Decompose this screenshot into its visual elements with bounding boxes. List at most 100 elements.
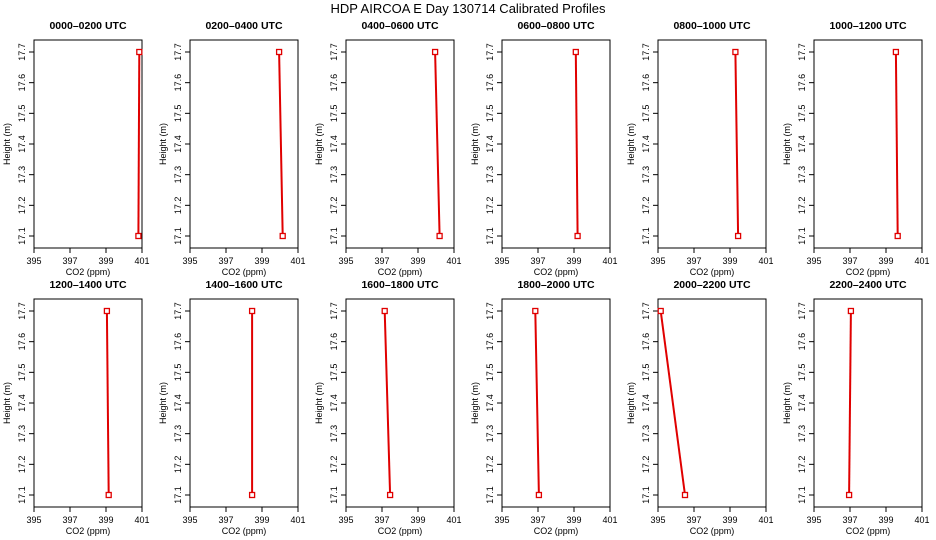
y-tick-label: 17.6	[17, 333, 27, 351]
y-tick-label: 17.1	[329, 227, 339, 245]
y-tick-label: 17.3	[797, 425, 807, 443]
x-tick-label: 399	[410, 256, 425, 266]
y-tick-label: 17.2	[17, 456, 27, 474]
y-axis-label: Height (m)	[782, 123, 792, 165]
y-tick-label: 17.3	[641, 166, 651, 184]
panel-12: 2200–2400 UTC 395 397 399 401 CO2 (ppm) 17.1 17…	[782, 279, 930, 536]
y-tick-label: 17.5	[173, 364, 183, 382]
y-tick-label: 17.6	[485, 333, 495, 351]
y-tick-label: 17.3	[641, 425, 651, 443]
x-tick-label: 395	[338, 256, 353, 266]
y-tick-label: 17.3	[329, 166, 339, 184]
x-tick-label: 397	[530, 515, 545, 525]
y-tick-label: 17.2	[485, 197, 495, 215]
profile-point	[103, 307, 111, 315]
profile-point	[845, 491, 853, 499]
y-tick-label: 17.2	[797, 456, 807, 474]
y-tick-label: 17.1	[641, 227, 651, 245]
plot-frame	[189, 298, 299, 508]
panel-title: 1000–1200 UTC	[829, 20, 906, 32]
x-tick-label: 395	[494, 515, 509, 525]
y-tick-label: 17.7	[173, 43, 183, 61]
y-tick-label: 17.4	[329, 135, 339, 153]
y-tick-label: 17.3	[17, 166, 27, 184]
x-tick-label: 395	[26, 256, 41, 266]
x-tick-label: 399	[410, 515, 425, 525]
y-tick-label: 17.2	[641, 197, 651, 215]
y-tick-label: 17.3	[797, 166, 807, 184]
profile-point	[532, 307, 539, 315]
panel-1: 0000–0200 UTC 395 397 399 401 CO2 (ppm) 17.1 17…	[2, 20, 150, 277]
y-tick-label: 17.7	[485, 43, 495, 61]
panel-title: 0800–1000 UTC	[673, 20, 750, 32]
profile-point	[892, 48, 900, 56]
x-tick-label: 399	[566, 515, 581, 525]
panel-6: 1000–1200 UTC 395 397 399 401 CO2 (ppm) 17.1 17…	[782, 20, 930, 277]
y-tick-label: 17.7	[17, 43, 27, 61]
y-tick-label: 17.3	[173, 166, 183, 184]
profile-point	[847, 307, 855, 315]
x-tick-label: 399	[722, 515, 737, 525]
x-tick-label: 399	[98, 515, 113, 525]
x-tick-label: 395	[806, 256, 821, 266]
profile-point	[681, 491, 689, 499]
panel-title: 1800–2000 UTC	[517, 279, 594, 291]
y-tick-label: 17.4	[17, 135, 27, 153]
y-tick-label: 17.6	[797, 333, 807, 351]
x-tick-label: 397	[218, 515, 233, 525]
y-tick-label: 17.4	[485, 394, 495, 412]
y-tick-label: 17.5	[797, 105, 807, 123]
panel-title: 0200–0400 UTC	[205, 20, 282, 32]
y-tick-label: 17.2	[329, 197, 339, 215]
y-axis-label: Height (m)	[314, 382, 324, 424]
profile-line	[848, 310, 852, 496]
y-tick-label: 17.6	[173, 333, 183, 351]
profile-point	[248, 491, 256, 499]
panel-title: 0000–0200 UTC	[49, 20, 126, 32]
y-tick-label: 17.6	[797, 74, 807, 92]
y-axis-label: Height (m)	[2, 382, 12, 424]
x-tick-label: 395	[650, 256, 665, 266]
x-tick-label: 397	[842, 515, 857, 525]
y-tick-label: 17.5	[173, 105, 183, 123]
x-tick-label: 395	[182, 256, 197, 266]
y-axis-label: Height (m)	[626, 123, 636, 165]
profile-line	[278, 51, 284, 237]
x-tick-label: 401	[602, 515, 617, 525]
profile-point	[436, 232, 443, 240]
plot-frame	[657, 39, 767, 249]
profile-point	[136, 48, 143, 56]
x-tick-label: 401	[914, 256, 929, 266]
x-axis-label: CO2 (ppm)	[534, 526, 579, 536]
y-axis-label: Height (m)	[158, 382, 168, 424]
y-axis-label: Height (m)	[2, 123, 12, 165]
x-tick-label: 401	[914, 515, 929, 525]
x-tick-label: 397	[374, 515, 389, 525]
profile-point	[381, 307, 388, 315]
x-tick-label: 399	[878, 256, 893, 266]
profile-line	[734, 51, 740, 237]
y-tick-label: 17.1	[17, 486, 27, 504]
y-tick-label: 17.7	[485, 302, 495, 320]
y-tick-label: 17.2	[173, 456, 183, 474]
x-axis-label: CO2 (ppm)	[222, 526, 267, 536]
y-tick-label: 17.2	[641, 456, 651, 474]
profile-point	[535, 491, 543, 499]
y-tick-label: 17.5	[641, 105, 651, 123]
x-axis-label: CO2 (ppm)	[378, 526, 423, 536]
y-tick-label: 17.1	[641, 486, 651, 504]
plot-frame	[813, 39, 923, 249]
y-tick-label: 17.1	[485, 227, 495, 245]
x-axis-label: CO2 (ppm)	[846, 526, 891, 536]
profile-point	[894, 232, 901, 240]
profile-point	[431, 48, 439, 56]
x-tick-label: 401	[134, 515, 149, 525]
y-tick-label: 17.3	[329, 425, 339, 443]
x-tick-label: 399	[878, 515, 893, 525]
y-tick-label: 17.4	[17, 394, 27, 412]
x-tick-label: 397	[374, 256, 389, 266]
profile-line	[105, 310, 110, 496]
panel-title: 0400–0600 UTC	[361, 20, 438, 32]
y-axis-label: Height (m)	[158, 123, 168, 165]
y-tick-label: 17.7	[329, 43, 339, 61]
